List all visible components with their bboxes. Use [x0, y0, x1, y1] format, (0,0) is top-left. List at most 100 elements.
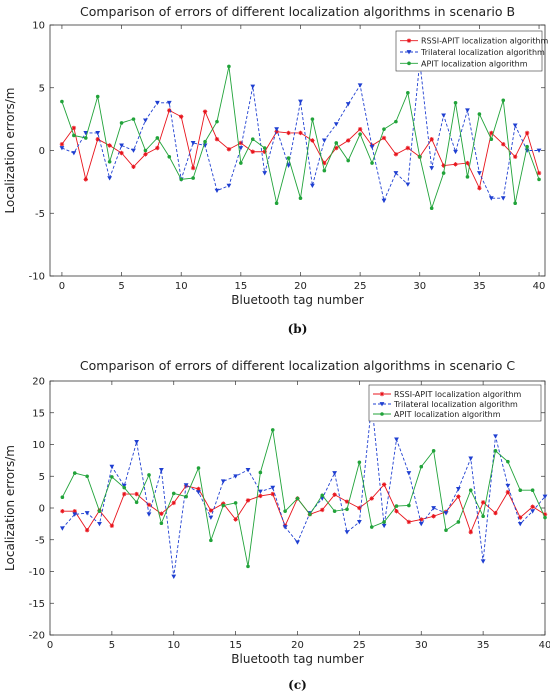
data-point: [441, 171, 446, 175]
data-point: [167, 108, 172, 113]
data-point: [191, 176, 195, 180]
series-2: [60, 428, 547, 569]
series-1: [59, 59, 542, 204]
data-point: [501, 98, 506, 103]
data-point: [158, 467, 164, 473]
data-point: [405, 145, 411, 151]
data-point: [465, 160, 470, 166]
data-point: [202, 109, 208, 114]
legend-label: RSSI-APIT localization algorithm: [421, 37, 549, 46]
y-axis-label: Localization errors/m: [3, 88, 17, 214]
x-tick-label: 5: [109, 640, 115, 651]
data-point: [179, 114, 184, 119]
x-tick-label: 10: [175, 281, 188, 292]
data-point: [332, 509, 337, 513]
data-point: [382, 127, 386, 131]
data-point: [83, 177, 88, 182]
data-point: [196, 486, 201, 492]
data-point: [334, 141, 339, 145]
data-point: [250, 137, 255, 142]
data-point: [262, 146, 267, 150]
series-2: [60, 64, 541, 211]
data-point: [295, 496, 300, 501]
data-point: [250, 84, 256, 89]
legend-marker: [407, 61, 411, 66]
data-point: [537, 177, 541, 182]
data-point: [143, 152, 148, 157]
data-point: [453, 149, 458, 155]
data-point: [84, 528, 90, 533]
data-point: [518, 515, 523, 520]
data-point: [506, 459, 510, 464]
data-point: [477, 112, 482, 116]
data-point: [107, 176, 113, 181]
data-point: [72, 508, 77, 514]
data-point: [393, 152, 399, 157]
data-point: [110, 475, 114, 479]
data-point: [346, 158, 350, 163]
data-point: [270, 485, 276, 491]
data-point: [184, 494, 188, 499]
series-0: [60, 482, 548, 535]
data-point: [393, 171, 399, 176]
data-point: [258, 493, 263, 499]
data-point: [429, 137, 434, 142]
legend-label: APIT localization algorithm: [421, 59, 528, 68]
data-point: [322, 160, 327, 166]
data-point: [369, 525, 374, 529]
data-point: [334, 145, 339, 151]
data-point: [489, 137, 494, 142]
panel-caption: (c): [288, 678, 307, 692]
x-tick-label: 25: [354, 281, 367, 292]
data-point: [518, 488, 523, 493]
y-tick-label: -5: [35, 209, 45, 220]
data-point: [542, 512, 548, 517]
data-point: [215, 119, 219, 124]
data-point: [370, 161, 374, 165]
data-point: [159, 511, 164, 516]
y-tick-label: 15: [32, 408, 45, 419]
data-point: [320, 507, 325, 513]
data-point: [274, 201, 279, 206]
legend-label: RSSI-APIT localization algorithm: [394, 390, 522, 399]
data-point: [245, 498, 251, 503]
data-point: [183, 483, 189, 488]
x-tick-label: 10: [167, 640, 180, 651]
legend-marker: [379, 391, 385, 397]
data-point: [59, 526, 65, 531]
data-point: [221, 501, 226, 506]
data-point: [146, 512, 152, 517]
data-point: [369, 496, 374, 501]
x-tick-label: 20: [294, 281, 307, 292]
y-tick-label: -15: [29, 599, 45, 610]
legend-marker: [406, 50, 412, 55]
data-point: [238, 146, 244, 151]
data-point: [480, 559, 486, 564]
data-point: [443, 511, 449, 516]
data-point: [505, 489, 511, 495]
series-1: [59, 401, 548, 579]
y-axis-label: Localization errors/m: [3, 445, 17, 571]
data-point: [381, 198, 387, 204]
data-point: [109, 523, 115, 528]
data-point: [382, 520, 386, 524]
data-point: [131, 148, 136, 153]
data-point: [258, 470, 263, 475]
legend: RSSI-APIT localization algorithm Trilater…: [395, 30, 549, 72]
data-point: [221, 503, 226, 508]
data-point: [468, 456, 474, 461]
data-point: [209, 538, 213, 543]
data-point: [456, 494, 461, 499]
data-point: [286, 156, 291, 160]
data-point: [250, 149, 255, 154]
data-point: [147, 473, 151, 477]
data-point: [274, 127, 280, 132]
data-point: [227, 64, 231, 69]
data-point: [357, 505, 362, 511]
legend-marker: [406, 38, 412, 43]
data-point: [295, 540, 300, 545]
data-point: [72, 512, 78, 517]
data-point: [134, 440, 140, 445]
data-point: [214, 137, 220, 142]
